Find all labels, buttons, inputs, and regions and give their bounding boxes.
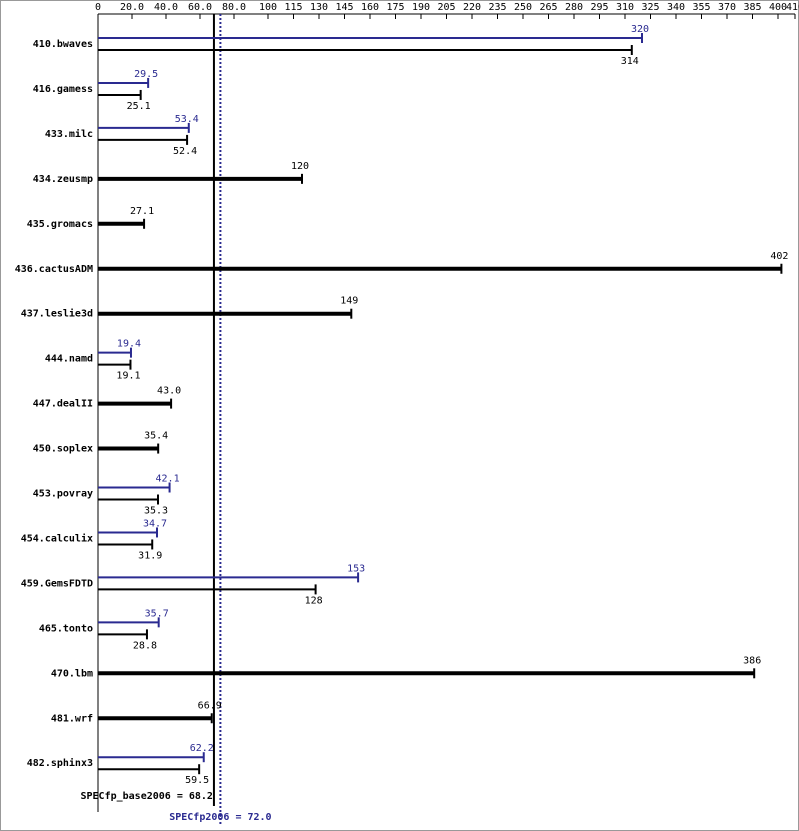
category-label: 436.cactusADM xyxy=(15,264,93,275)
value-label: 29.5 xyxy=(134,69,158,80)
x-tick-label: 235 xyxy=(488,2,506,13)
x-tick-label: 175 xyxy=(386,2,404,13)
value-label: 128 xyxy=(305,595,323,606)
category-label: 410.bwaves xyxy=(33,39,93,50)
category-label: 433.milc xyxy=(45,128,93,140)
category-label: 437.leslie3d xyxy=(21,308,93,320)
reference-label: SPECfp2006 = 72.0 xyxy=(169,812,271,823)
x-tick-label: 80.0 xyxy=(222,2,246,13)
x-tick-label: 0 xyxy=(95,2,101,13)
x-tick-label: 355 xyxy=(692,2,710,13)
x-tick-label: 220 xyxy=(463,2,481,13)
category-label: 434.zeusmp xyxy=(33,174,93,185)
value-label: 52.4 xyxy=(173,146,197,157)
value-label: 27.1 xyxy=(130,206,154,217)
category-label: 447.dealII xyxy=(33,399,93,410)
x-tick-label: 265 xyxy=(539,2,557,13)
value-label: 19.4 xyxy=(117,339,141,350)
value-label: 402 xyxy=(770,251,788,262)
x-tick-label: 410 xyxy=(786,2,799,13)
x-tick-label: 20.0 xyxy=(120,2,144,13)
x-tick-label: 370 xyxy=(718,2,736,13)
x-tick-label: 310 xyxy=(616,2,634,13)
value-label: 149 xyxy=(340,296,358,307)
value-label: 28.8 xyxy=(133,640,157,651)
x-tick-label: 295 xyxy=(590,2,608,13)
value-label: 153 xyxy=(347,563,365,574)
value-label: 314 xyxy=(621,56,639,67)
x-tick-label: 115 xyxy=(284,2,302,13)
value-label: 62.2 xyxy=(190,743,214,754)
value-label: 34.7 xyxy=(143,518,167,529)
value-label: 25.1 xyxy=(127,101,151,112)
value-label: 53.4 xyxy=(175,114,199,125)
value-label: 66.9 xyxy=(198,700,222,711)
value-label: 19.1 xyxy=(116,371,140,382)
category-label: 453.povray xyxy=(33,489,93,500)
value-label: 35.4 xyxy=(144,431,168,442)
x-tick-label: 190 xyxy=(412,2,430,13)
category-label: 465.tonto xyxy=(39,623,93,634)
x-tick-label: 250 xyxy=(514,2,532,13)
x-tick-label: 385 xyxy=(743,2,761,13)
category-label: 416.gamess xyxy=(33,84,93,95)
category-label: 444.namd xyxy=(45,354,93,365)
category-label: 454.calculix xyxy=(21,532,93,544)
x-tick-label: 40.0 xyxy=(154,2,178,13)
value-label: 42.1 xyxy=(156,474,180,485)
category-label: 435.gromacs xyxy=(27,219,93,230)
category-label: 481.wrf xyxy=(51,713,93,724)
value-label: 35.7 xyxy=(145,608,169,619)
x-tick-label: 205 xyxy=(437,2,455,13)
x-tick-label: 160 xyxy=(361,2,379,13)
reference-label: SPECfp_base2006 = 68.2 xyxy=(80,791,212,802)
value-label: 120 xyxy=(291,161,309,172)
category-label: 450.soplex xyxy=(33,444,93,455)
value-label: 35.3 xyxy=(144,506,168,517)
value-label: 320 xyxy=(631,24,649,35)
category-label: 459.GemsFDTD xyxy=(21,578,93,589)
x-tick-label: 340 xyxy=(667,2,685,13)
x-tick-label: 400 xyxy=(769,2,787,13)
value-label: 59.5 xyxy=(185,775,209,786)
x-tick-label: 100 xyxy=(259,2,277,13)
x-tick-label: 325 xyxy=(641,2,659,13)
x-tick-label: 130 xyxy=(310,2,328,13)
category-label: 482.sphinx3 xyxy=(27,757,93,769)
x-tick-label: 60.0 xyxy=(188,2,212,13)
x-tick-label: 280 xyxy=(565,2,583,13)
value-label: 31.9 xyxy=(138,550,162,561)
x-tick-label: 145 xyxy=(335,2,353,13)
category-label: 470.lbm xyxy=(51,668,93,679)
value-label: 43.0 xyxy=(157,386,181,397)
value-label: 386 xyxy=(743,655,761,666)
